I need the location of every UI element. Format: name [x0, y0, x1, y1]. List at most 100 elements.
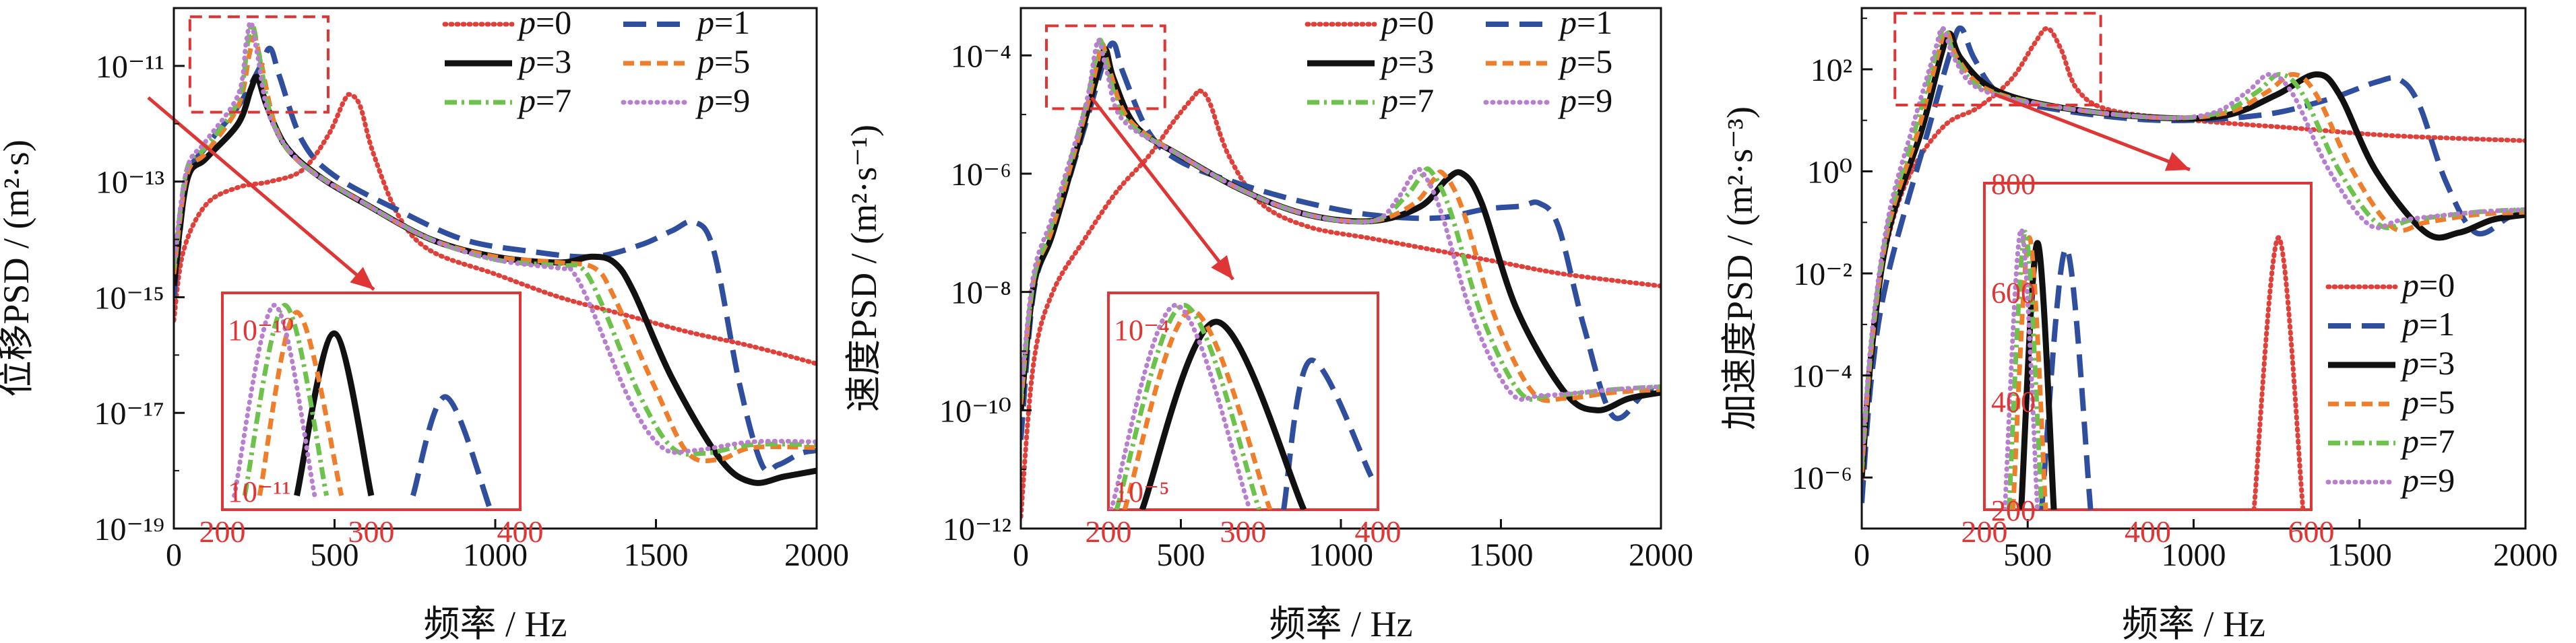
x-tick-label: 0 [1854, 537, 1870, 573]
inset-line-p7 [2006, 230, 2044, 510]
inset-line-p9 [232, 302, 317, 498]
zoom-arrow [1090, 96, 1234, 281]
legend-label-p3: p=3 [2400, 344, 2455, 382]
inset-x-tick-label: 400 [2125, 514, 2171, 549]
legend-label-p1: p=1 [2400, 305, 2455, 343]
inset-frame [221, 292, 522, 511]
series-group [174, 20, 817, 486]
x-tick-label: 1500 [2327, 537, 2392, 573]
legend-label-p0: p=0 [2400, 266, 2455, 304]
y-tick-label: 10⁻¹⁵ [94, 280, 164, 316]
x-axis-label: 频率 / Hz [1269, 604, 1413, 643]
x-tick-label: 1500 [1469, 537, 1534, 573]
y-axis-label: 位移PSD / (m²·s) [0, 139, 36, 397]
x-axis-label: 频率 / Hz [424, 604, 567, 643]
legend-label-p9: p=9 [695, 81, 750, 119]
series-line-p1 [174, 45, 817, 474]
inset-line-p7 [1114, 302, 1262, 510]
inset-series-group [1108, 302, 1374, 510]
x-tick-label: 0 [1013, 537, 1029, 573]
y-tick-label: 10² [1811, 53, 1852, 88]
inset-x-tick-label: 300 [1220, 514, 1267, 549]
legend-label-p5: p=5 [2400, 383, 2455, 421]
y-axis-label: 速度PSD / (m²·s⁻¹) [844, 125, 884, 412]
series-line-p9 [1021, 37, 1661, 402]
inset-line-p7 [242, 302, 329, 496]
x-tick-label: 2000 [784, 537, 849, 573]
series-line-p1 [1021, 40, 1661, 440]
y-tick-label: 10⁻¹⁰ [939, 393, 1011, 429]
x-tick-label: 1000 [463, 537, 528, 573]
inset-y-tick-label: 200 [1991, 494, 2036, 527]
y-tick-label: 10⁻¹¹ [96, 49, 164, 85]
legend-label-p5: p=5 [1558, 42, 1612, 80]
inset-y-tick-label: 600 [1991, 277, 2036, 310]
inset-series-group [232, 302, 493, 510]
inset-line-p5 [257, 310, 344, 496]
x-tick-label: 0 [166, 537, 182, 573]
inset-y-tick-label: 400 [1991, 385, 2036, 418]
y-tick-label: 10⁰ [1807, 155, 1852, 191]
inset-line-p3 [2018, 240, 2057, 510]
zoom-arrow-head [2164, 151, 2190, 171]
y-tick-label: 10⁻¹³ [96, 165, 164, 201]
inset-plot: 200 300 400 10⁻¹⁰ 10⁻¹¹ [199, 292, 544, 549]
inset-x-tick-label: 200 [1961, 514, 2008, 549]
x-tick-label: 1500 [624, 537, 689, 573]
y-tick-label: 10⁻⁶ [1792, 461, 1852, 496]
legend-label-p3: p=3 [517, 42, 571, 80]
inset-plot: 200 400 600 200 400 600 800 [1961, 168, 2335, 549]
inset-line-p9 [2002, 227, 2040, 510]
chart-panel-2: 0 500 1000 1500 2000 10⁻¹² 10⁻¹⁰ 10⁻⁸ 10⁻⁶ 10⁻⁴ 频率… [844, 3, 1693, 643]
legend-label-p0: p=0 [1379, 3, 1434, 41]
series-group [1021, 37, 1661, 519]
y-axis-label: 加速度PSD / (m²·s⁻³) [1720, 106, 1760, 430]
y-tick-label: 10⁻¹⁹ [94, 512, 164, 547]
y-tick-label: 10⁻⁴ [1792, 359, 1852, 395]
legend-label-p1: p=1 [695, 3, 750, 41]
series-group [1862, 25, 2525, 504]
legend-label-p5: p=5 [695, 42, 750, 80]
legend: p=0p=1p=3p=5p=7p=9 [2325, 266, 2455, 499]
inset-y-tick-label: 800 [1991, 168, 2036, 201]
x-tick-label: 2000 [2493, 537, 2558, 573]
x-tick-label: 500 [2003, 537, 2052, 573]
zoom-region-box [1045, 24, 1166, 110]
legend-label-p1: p=1 [1558, 3, 1612, 41]
y-tick-label: 10⁻¹⁷ [94, 396, 164, 432]
inset-line-p5 [2010, 235, 2048, 510]
series-line-p5 [174, 34, 817, 464]
inset-line-p0 [2251, 235, 2306, 510]
zoom-arrow-head [1211, 255, 1233, 279]
inset-x-tick-label: 200 [199, 514, 246, 549]
legend-label-p0: p=0 [517, 3, 571, 41]
inset-line-p1 [410, 394, 493, 510]
inset-line-p3 [1139, 318, 1307, 510]
x-tick-label: 1000 [2162, 537, 2226, 573]
series-line-p7 [174, 22, 817, 457]
zoom-arrow-head [350, 267, 374, 290]
y-tick-label: 10⁻⁴ [951, 38, 1011, 74]
x-tick-label: 1000 [1309, 537, 1373, 573]
series-line-p0 [174, 92, 817, 366]
zoom-region-box [188, 15, 329, 114]
y-tick-label: 10⁻⁸ [951, 275, 1011, 311]
legend-label-p9: p=9 [1558, 81, 1612, 119]
zoom-arrow [147, 96, 375, 291]
zoom-arrow [1994, 92, 2191, 172]
x-tick-label: 500 [311, 537, 359, 573]
legend-label-p7: p=7 [1379, 81, 1434, 119]
x-tick-label: 2000 [1629, 537, 1693, 573]
inset-y-tick-label: 10⁻⁴ [1114, 314, 1170, 347]
inset-x-tick-label: 600 [2288, 514, 2335, 549]
inset-plot: 200 300 400 10⁻⁴ 10⁻⁵ [1086, 292, 1402, 549]
y-tick-label: 10⁻⁶ [951, 157, 1011, 193]
inset-x-tick-label: 400 [1355, 514, 1402, 549]
series-line-p9 [1862, 26, 2525, 465]
legend-label-p9: p=9 [2400, 461, 2455, 499]
inset-y-tick-label: 10⁻¹⁰ [228, 314, 294, 347]
x-axis-label: 频率 / Hz [2122, 604, 2265, 643]
inset-series-group [2002, 227, 2306, 510]
